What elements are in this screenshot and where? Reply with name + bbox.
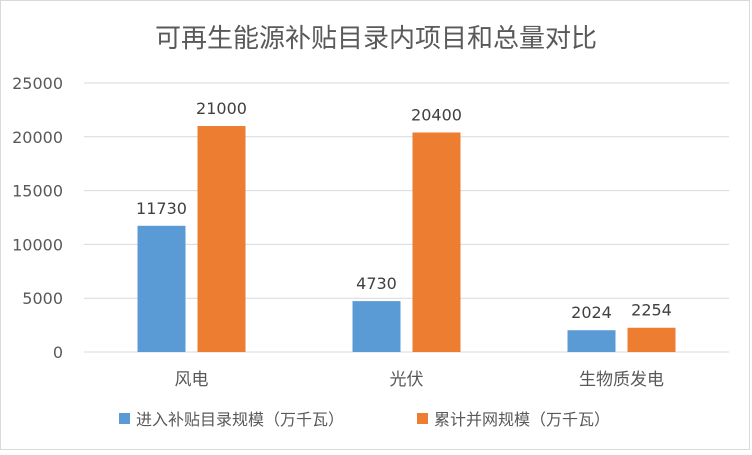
legend-label: 累计并网规模（万千瓦） (434, 410, 610, 429)
data-label: 20400 (411, 105, 462, 124)
data-labels: 11730 21000 4730 20400 2024 2254 (136, 99, 672, 322)
x-tick-label: 生物质发电 (579, 370, 664, 390)
bar (567, 330, 616, 352)
bar (197, 126, 246, 352)
bar (412, 132, 461, 352)
legend-swatch (119, 413, 130, 424)
chart-title: 可再生能源补贴目录内项目和总量对比 (155, 24, 597, 54)
bar (627, 327, 676, 352)
bars (137, 126, 676, 352)
data-label: 11730 (136, 199, 187, 218)
legend: 进入补贴目录规模（万千瓦） 累计并网规模（万千瓦） (119, 410, 610, 429)
bar (137, 225, 186, 352)
data-label: 4730 (356, 274, 397, 293)
y-tick-label: 10000 (12, 235, 63, 254)
data-label: 21000 (196, 99, 247, 118)
y-tick-label: 20000 (12, 128, 63, 147)
x-tick-label: 风电 (175, 370, 209, 390)
y-tick-label: 25000 (12, 74, 63, 93)
gridlines (84, 82, 729, 353)
y-tick-label: 5000 (22, 289, 63, 308)
data-label: 2254 (631, 301, 672, 320)
x-tick-label: 光伏 (390, 370, 424, 390)
x-axis-tick-labels: 风电 光伏 生物质发电 (175, 370, 665, 390)
y-tick-label: 15000 (12, 182, 63, 201)
y-tick-label: 0 (53, 343, 63, 362)
bar (352, 301, 401, 352)
legend-swatch (417, 413, 428, 424)
y-axis-tick-labels: 0 5000 10000 15000 20000 25000 (12, 74, 63, 362)
legend-label: 进入补贴目录规模（万千瓦） (136, 410, 344, 429)
data-label: 2024 (571, 303, 612, 322)
